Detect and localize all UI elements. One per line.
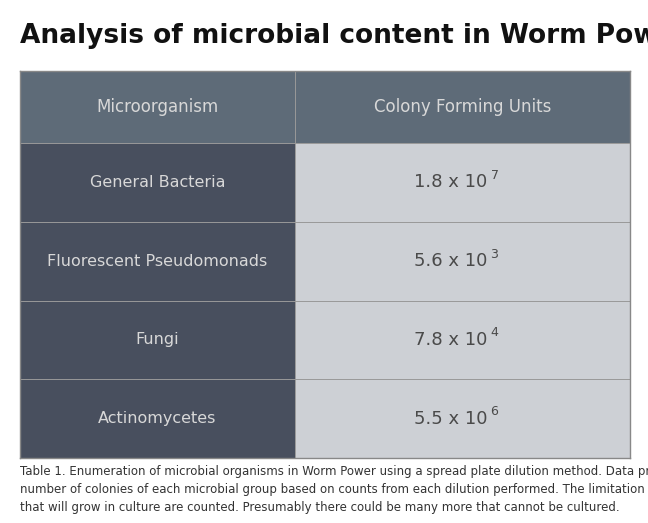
Text: Colony Forming Units: Colony Forming Units — [374, 98, 551, 116]
Bar — [20, 222, 295, 301]
Text: Actinomycetes: Actinomycetes — [98, 411, 216, 426]
Text: 4: 4 — [491, 326, 498, 339]
Text: 5.5 x 10: 5.5 x 10 — [414, 410, 487, 428]
Text: Microorganism: Microorganism — [97, 98, 218, 116]
Bar — [295, 143, 630, 222]
Text: 7.8 x 10: 7.8 x 10 — [414, 331, 487, 349]
Text: Analysis of microbial content in Worm Power Turf: Analysis of microbial content in Worm Po… — [20, 23, 648, 49]
Bar — [295, 222, 630, 301]
Text: 5.6 x 10: 5.6 x 10 — [414, 252, 487, 270]
Bar — [295, 379, 630, 458]
Text: 6: 6 — [491, 405, 498, 418]
Bar — [295, 71, 630, 143]
Bar — [20, 143, 295, 222]
Bar — [20, 379, 295, 458]
Text: 3: 3 — [491, 247, 498, 260]
Bar — [295, 301, 630, 379]
Text: General Bacteria: General Bacteria — [90, 175, 226, 190]
Bar — [20, 71, 295, 143]
Text: Fungi: Fungi — [135, 333, 179, 347]
Text: 1.8 x 10: 1.8 x 10 — [414, 174, 487, 191]
Bar — [20, 301, 295, 379]
Text: 7: 7 — [491, 169, 498, 182]
Text: Table 1. Enumeration of microbial organisms in Worm Power using a spread plate d: Table 1. Enumeration of microbial organi… — [20, 465, 648, 514]
Text: Fluorescent Pseudomonads: Fluorescent Pseudomonads — [47, 254, 268, 269]
